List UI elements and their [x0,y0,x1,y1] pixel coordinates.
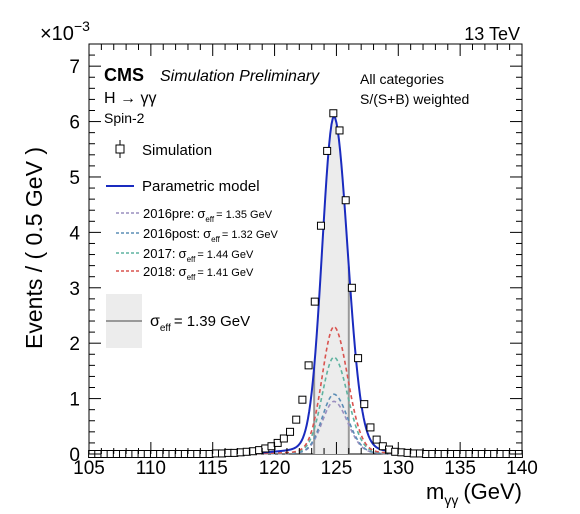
y-tick-label: 3 [69,279,80,300]
axes: 105 110 115 120 125 130 135 140 0 1 2 3 4 5 6 7 [69,44,538,479]
weighting-label: S/(S+B) weighted [360,91,469,107]
sim-point [360,400,369,409]
sim-point [298,395,307,404]
energy-label: 13 TeV [464,24,520,44]
process-label: H → γγ [104,90,156,107]
legend-combined: σeff = 1.39 GeV [106,294,250,348]
x-tick-label: 115 [198,458,228,479]
x-tick-label: 110 [136,458,166,479]
x-tick-label: 120 [259,458,291,479]
sim-point [304,361,313,370]
svg-text:2017:σeff= 1.44 GeV: 2017: σeff = 1.44 GeV [143,246,254,264]
svg-text:σeff= 1.39 GeV: σeff = 1.39 GeV [150,313,250,334]
legend-2017: 2017: σeff = 1.44 GeV [116,246,254,264]
sim-point [286,427,295,436]
sim-point [279,434,288,443]
sim-point [372,435,381,444]
square-marker-icon [115,144,125,154]
preliminary-label: Simulation Preliminary [160,68,320,85]
y-tick-label: 7 [69,57,80,78]
legend-simulation: Simulation [115,140,212,159]
legend-2016pre: 2016pre: σeff = 1.35 GeV [116,206,273,224]
sim-point [323,146,332,155]
y-tick-label: 6 [69,113,80,134]
legend-2018: 2018: σeff = 1.41 GeV [116,264,254,282]
svg-text:Simulation: Simulation [142,142,212,159]
sim-point [366,423,375,432]
x-tick-label: 135 [444,458,476,479]
y-tick-label: 0 [69,445,80,466]
x-tick-label: 105 [73,458,105,479]
svg-text:2016post:σeff= 1.32 GeV: 2016post: σeff = 1.32 GeV [143,226,279,244]
x-tick-label: 140 [506,458,538,479]
y-exponent: ×10−3 [40,18,90,45]
sim-point [341,196,350,205]
sim-point [347,283,356,292]
spin-label: Spin-2 [104,110,145,126]
legend-2016post: 2016post: σeff = 1.32 GeV [116,226,279,244]
legend: Simulation Parametric model 2016pre: σeff… [106,140,279,348]
y-axis-title: Events / ( 0.5 GeV ) [21,147,47,349]
svg-text:Parametric model: Parametric model [142,178,260,195]
x-tick-label: 130 [382,458,414,479]
sim-point [335,126,344,135]
sim-point [329,109,338,118]
plot-frame [88,43,523,455]
svg-text:2018:σeff= 1.41 GeV: 2018: σeff = 1.41 GeV [143,264,254,282]
y-tick-label: 1 [69,390,80,411]
y-tick-label: 4 [69,223,80,244]
sim-point [310,297,319,306]
legend-model: Parametric model [106,178,260,195]
sim-point [316,221,325,230]
svg-text:2016pre:σeff= 1.35 GeV: 2016pre: σeff = 1.35 GeV [143,206,273,224]
x-axis-title: mγγ (GeV) [426,479,522,508]
y-tick-label: 5 [69,168,80,189]
sim-point [292,415,301,424]
x-tick-label: 125 [321,458,353,479]
cms-label: CMS [104,65,144,85]
sim-point [354,354,363,363]
y-tick-label: 2 [69,334,80,355]
categories-label: All categories [360,71,444,87]
